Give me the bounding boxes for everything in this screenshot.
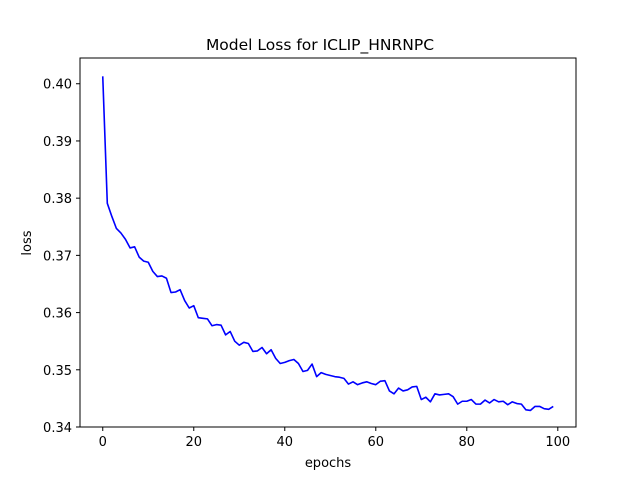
x-tick-label: 100 — [545, 435, 570, 450]
loss-series-line — [101, 76, 554, 412]
x-tick-label: 60 — [368, 435, 385, 450]
x-tick-label: 80 — [459, 435, 476, 450]
chart-title: Model Loss for ICLIP_HNRNPC — [206, 36, 434, 55]
y-tick-label: 0.34 — [43, 421, 72, 436]
x-axis-label: epochs — [305, 456, 352, 471]
y-tick-label: 0.39 — [43, 135, 72, 150]
y-axis-label: loss — [20, 230, 35, 255]
x-tick-label: 0 — [99, 435, 107, 450]
ticks-layer: 0 20 40 60 80 100 0.34 0.35 0.36 0.37 0.38 0.39 0.40 — [43, 78, 570, 450]
y-tick-label: 0.38 — [43, 192, 72, 207]
y-tick-label: 0.35 — [43, 364, 72, 379]
x-tick-label: 40 — [276, 435, 293, 450]
y-tick-label: 0.36 — [43, 307, 72, 322]
y-tick-label: 0.37 — [43, 249, 72, 264]
y-tick-label: 0.40 — [43, 78, 72, 93]
x-tick-label: 20 — [185, 435, 202, 450]
plot-frame — [79, 57, 577, 428]
